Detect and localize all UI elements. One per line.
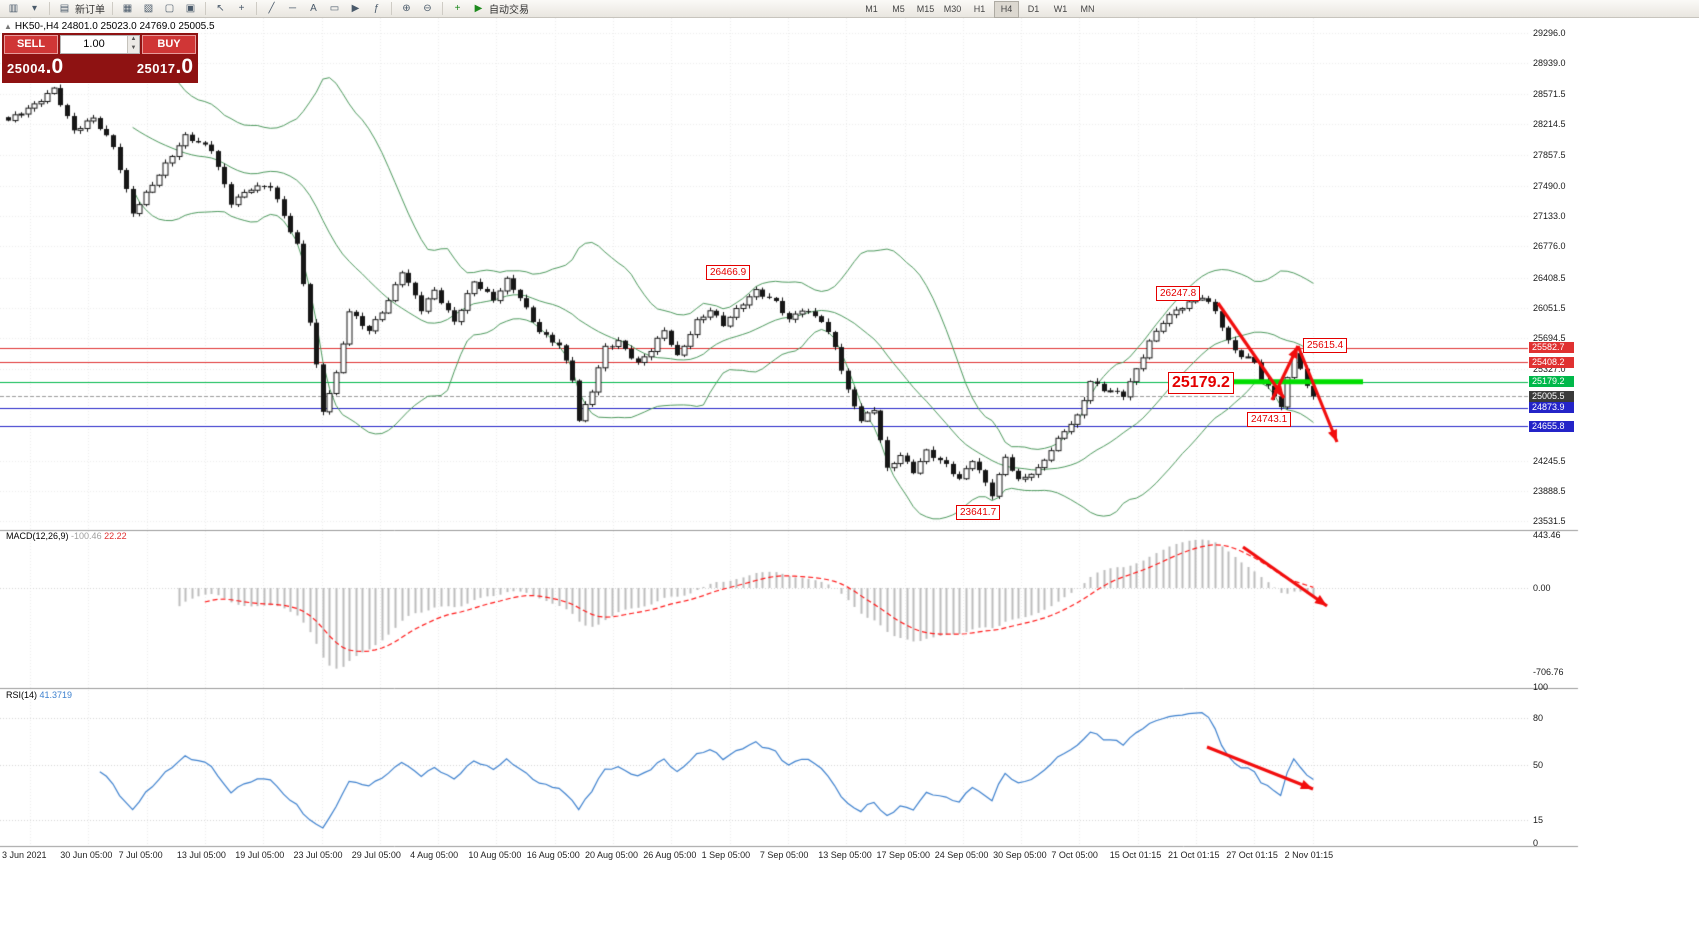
trendline-icon[interactable]: ╱ — [268, 3, 275, 14]
buy-price: 25017.0 — [136, 55, 193, 78]
timeframe-mn[interactable]: MN — [1080, 4, 1095, 14]
sell-price: 25004.0 — [7, 55, 64, 78]
arrow-shapes-icon[interactable]: ▶ — [351, 3, 360, 14]
timeframe-m5[interactable]: M5 — [892, 4, 905, 14]
volume-up-button[interactable]: ▲ — [127, 36, 139, 45]
horizontal-line-icon[interactable]: ─ — [288, 3, 297, 14]
volume-input[interactable]: 1.00 ▲ ▼ — [60, 35, 140, 54]
timeframe-m1[interactable]: M1 — [865, 4, 878, 14]
fibonacci-icon[interactable]: ƒ — [373, 3, 380, 14]
toolbar-separator — [256, 2, 257, 15]
timeframe-d1[interactable]: D1 — [1027, 4, 1040, 14]
toolbar-separator — [442, 2, 443, 15]
timeframe-group: M1 M5 M15 M30 H1 H4 D1 W1 MN — [858, 1, 1101, 18]
zoom-out-icon[interactable]: ⊖ — [423, 3, 432, 14]
timeframe-h1[interactable]: H1 — [973, 4, 986, 14]
chart-window-chevron-icon[interactable]: ▾ — [31, 3, 38, 14]
cascade-windows-icon[interactable]: ▣ — [185, 3, 196, 14]
toolbar-separator — [391, 2, 392, 15]
zoom-in-icon[interactable]: ⊕ — [402, 3, 411, 14]
sell-button[interactable]: SELL — [4, 35, 58, 54]
profiles-icon[interactable]: ▧ — [143, 3, 154, 14]
text-icon[interactable]: A — [310, 3, 317, 14]
buy-button[interactable]: BUY — [142, 35, 196, 54]
toolbar-separator — [205, 2, 206, 15]
chart-window-icon[interactable]: ▥ — [8, 3, 19, 14]
crosshair-icon[interactable]: + — [238, 3, 245, 14]
toolbar-separator — [49, 2, 50, 15]
toolbar-separator — [112, 2, 113, 15]
timeframe-h4[interactable]: H4 — [994, 1, 1019, 18]
volume-stepper: ▲ ▼ — [127, 36, 139, 53]
new-order-icon[interactable]: ▤ — [59, 3, 70, 14]
rectangle-icon[interactable]: ▭ — [329, 3, 340, 14]
timeframe-m15[interactable]: M15 — [916, 4, 935, 14]
timeframe-m30[interactable]: M30 — [943, 4, 962, 14]
autotrading-icon[interactable]: ▶ — [474, 3, 483, 14]
volume-value[interactable]: 1.00 — [83, 38, 105, 50]
new-chart-icon[interactable]: ▦ — [122, 3, 133, 14]
cursor-icon[interactable]: ↖ — [216, 3, 225, 14]
timeframe-w1[interactable]: W1 — [1053, 4, 1068, 14]
tile-windows-icon[interactable]: ▢ — [164, 3, 175, 14]
indicators-icon[interactable]: + — [454, 3, 461, 14]
autotrading-label: 自动交易 — [489, 5, 529, 16]
main-toolbar: ▥ ▾ ▤ 新订单 ▦ ▧ ▢ ▣ ↖ + ╱ ─ A ▭ ▶ ƒ ⊕ ⊖ + ▶ 自动交易 M1 M5 M15 M30 H1 H4… — [0, 0, 1699, 18]
one-click-trading-panel: SELL 1.00 ▲ ▼ BUY 25004.0 25017.0 — [2, 33, 198, 83]
volume-down-button[interactable]: ▼ — [127, 44, 139, 53]
new-order-label: 新订单 — [75, 5, 105, 16]
